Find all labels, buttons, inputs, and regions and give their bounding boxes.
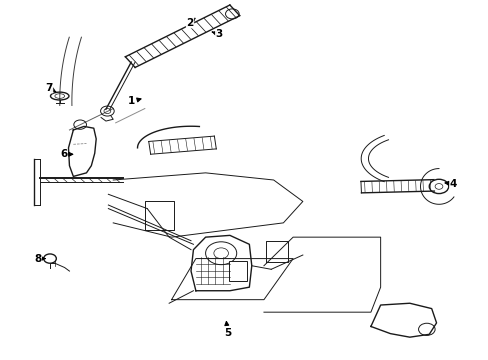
Bar [228,261,247,281]
Text: 3: 3 [212,29,223,39]
Text: 4: 4 [444,179,456,189]
Text: 2: 2 [186,18,195,28]
Text: 8: 8 [34,253,45,264]
Text: 6: 6 [60,149,73,159]
Text: 1: 1 [128,96,141,107]
Text: 7: 7 [45,83,56,93]
Text: 5: 5 [224,321,231,338]
